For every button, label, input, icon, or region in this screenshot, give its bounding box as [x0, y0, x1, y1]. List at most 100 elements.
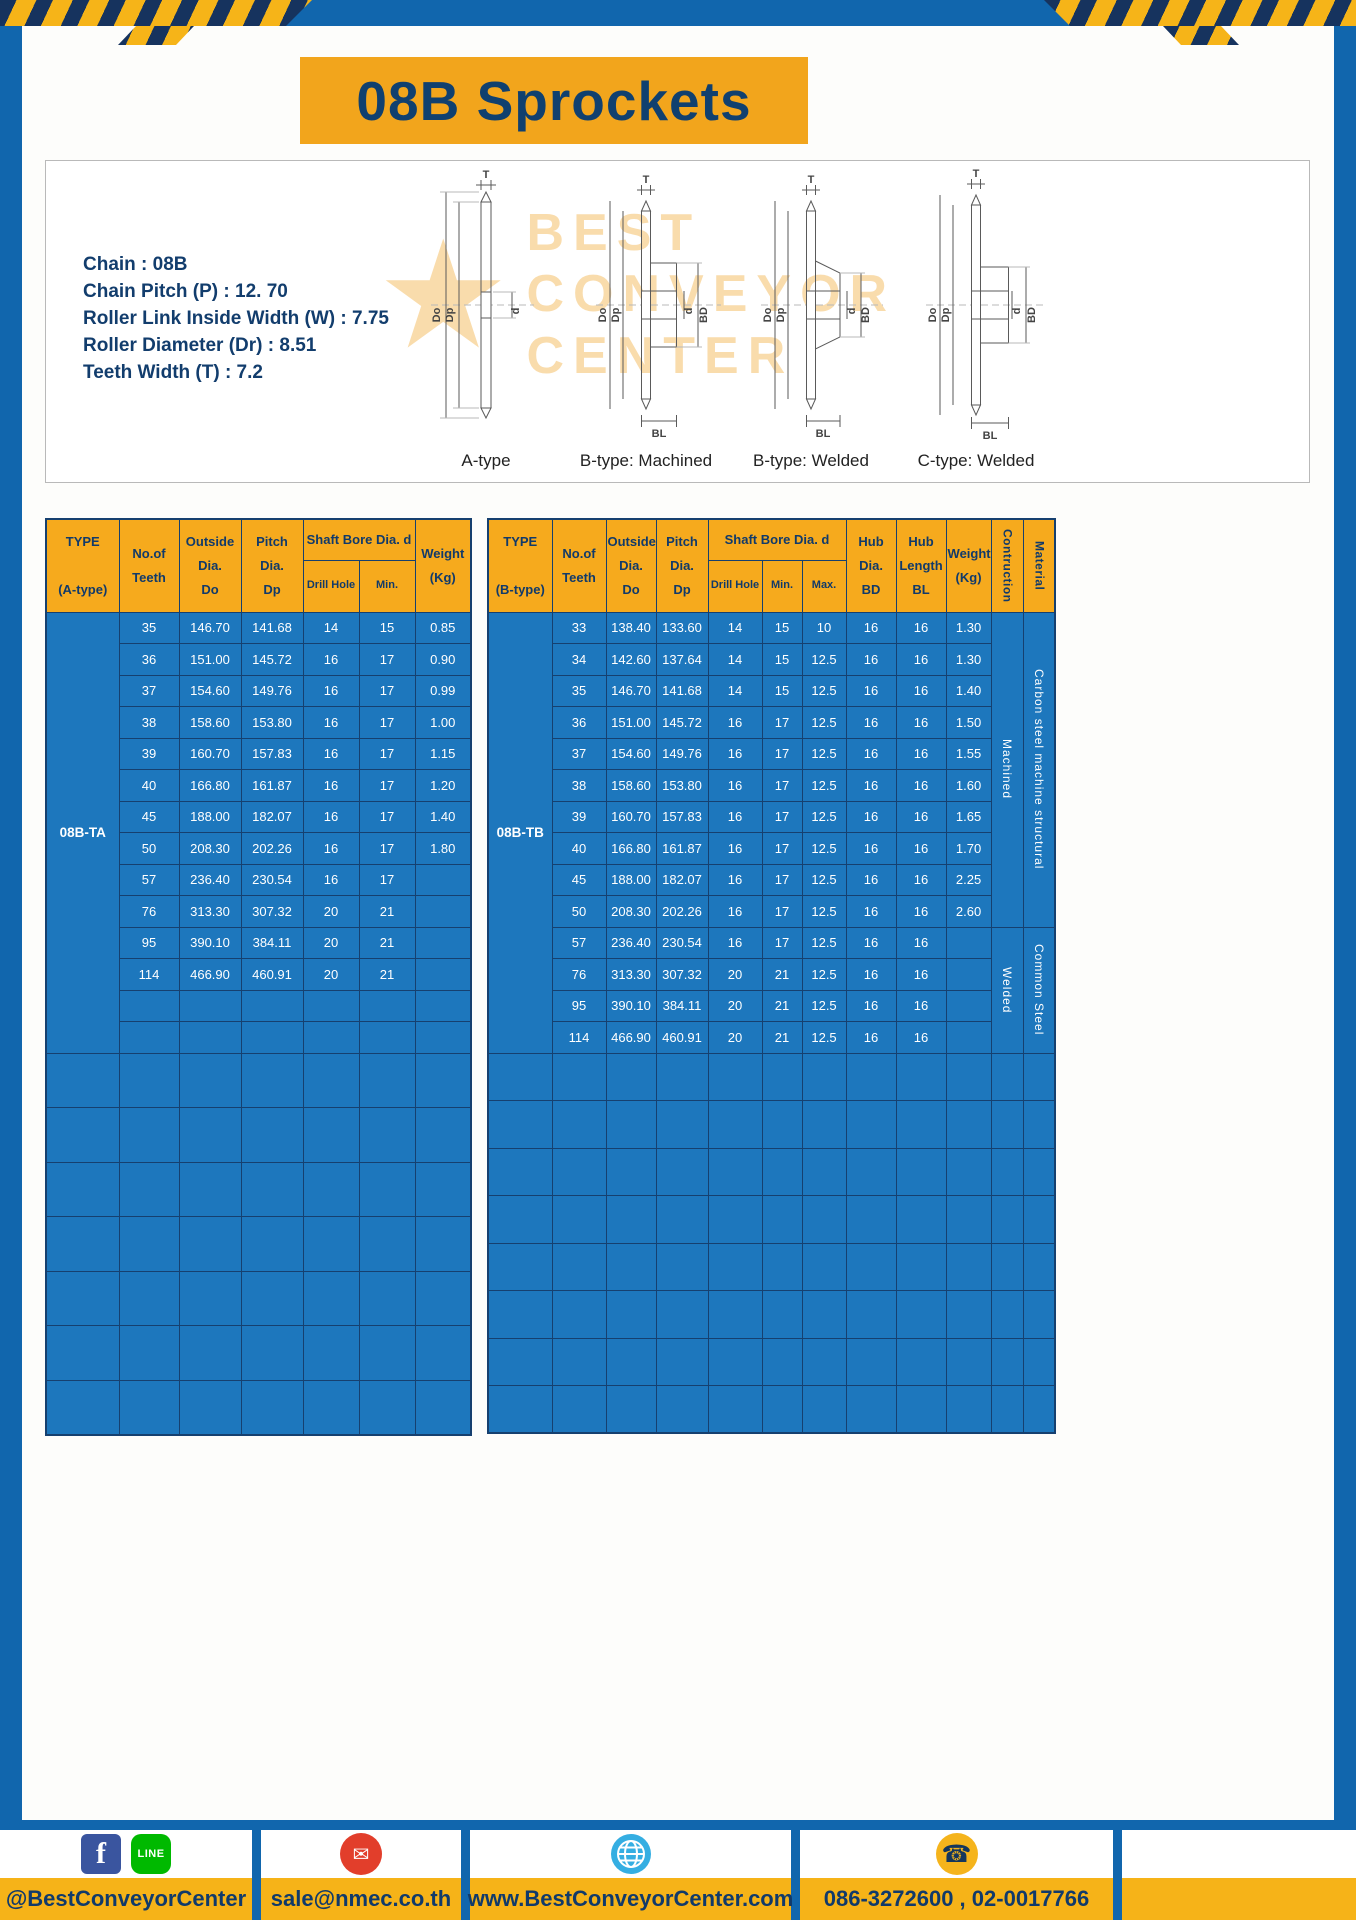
- table-cell: 0.85: [414, 611, 472, 644]
- table-cell: [1022, 1242, 1056, 1291]
- table-cell: 114: [551, 1021, 607, 1054]
- table-cell: 16: [845, 706, 897, 739]
- a-col-pitch-dia: Pitch Dia. Dp: [240, 518, 304, 613]
- diagram-label-c-welded: C-type: Welded: [917, 451, 1035, 470]
- table-cell: 45: [551, 863, 607, 896]
- table-cell: 16: [302, 832, 360, 865]
- footer-section-social: f LINE @BestConveyorCenter: [0, 1830, 252, 1920]
- table-cell: [178, 1161, 242, 1217]
- table-row: 45 188.00 182.07 16 17 12.5 16 16 2.25: [488, 863, 1055, 896]
- table-cell: 1.15: [414, 737, 472, 770]
- table-cell: [358, 1216, 416, 1272]
- table-cell: [990, 1052, 1024, 1101]
- table-cell: 20: [707, 958, 763, 991]
- table-row: 76 313.30 307.32 20 21: [46, 895, 472, 928]
- table-cell: 1.40: [945, 674, 992, 707]
- table-cell: [358, 1379, 416, 1435]
- table-cell: [895, 1242, 947, 1291]
- table-cell: 2.25: [945, 863, 992, 896]
- spec-line: Roller Diameter (Dr) : 8.51: [83, 335, 317, 356]
- table-cell: [945, 926, 992, 959]
- table-cell: 12.5: [801, 737, 847, 770]
- hazard-stripe-right-fold: [1163, 26, 1239, 45]
- table-cell: 0.99: [414, 674, 472, 707]
- table-row: [46, 1021, 472, 1054]
- table-cell: 16: [895, 958, 947, 991]
- table-cell: [945, 1021, 992, 1054]
- table-cell: [990, 1242, 1024, 1291]
- table-cell: [358, 1021, 416, 1054]
- table-cell: [707, 1337, 763, 1386]
- table-cell: [240, 1379, 304, 1435]
- table-cell: [655, 1385, 709, 1434]
- table-cell: [551, 1290, 607, 1339]
- table-cell: 17: [358, 643, 416, 676]
- table-cell: 236.40: [178, 863, 242, 896]
- table-cell: [551, 1147, 607, 1196]
- table-cell: 16: [302, 643, 360, 676]
- table-cell: [945, 1052, 992, 1101]
- table-cell: 17: [358, 737, 416, 770]
- table-cell: 21: [358, 958, 416, 991]
- dim-label: Do: [762, 307, 774, 322]
- table-cell: [118, 1216, 180, 1272]
- table-cell: [845, 1242, 897, 1291]
- table-cell: 390.10: [178, 926, 242, 959]
- table-cell: 20: [707, 1021, 763, 1054]
- table-cell: [358, 1052, 416, 1108]
- table-cell: 313.30: [605, 958, 657, 991]
- table-cell: 16: [845, 737, 897, 770]
- table-cell: 16: [845, 926, 897, 959]
- table-cell: [655, 1100, 709, 1149]
- table-cell: [801, 1100, 847, 1149]
- table-row: [487, 1242, 1056, 1291]
- table-cell: 17: [358, 832, 416, 865]
- table-cell: [240, 1021, 304, 1054]
- table-cell: 236.40: [605, 926, 657, 959]
- table-cell: 0.90: [414, 643, 472, 676]
- table-cell: [178, 989, 242, 1022]
- table-row: [487, 1195, 1056, 1244]
- b-col-construction: Contruction: [990, 518, 1024, 613]
- table-cell: [414, 895, 472, 928]
- table-cell: 50: [551, 895, 607, 928]
- table-cell: 230.54: [655, 926, 709, 959]
- table-cell: 95: [551, 989, 607, 1022]
- table-cell: 16: [302, 674, 360, 707]
- hazard-stripe-left: [0, 0, 312, 26]
- diagram-label-a-type: A-type: [461, 451, 511, 470]
- table-cell: 154.60: [605, 737, 657, 770]
- table-cell: 35: [118, 611, 180, 644]
- table-cell: [414, 958, 472, 991]
- table-cell: [45, 1270, 120, 1326]
- table-cell: 1.40: [414, 800, 472, 833]
- table-cell: [895, 1337, 947, 1386]
- table-row: [487, 1385, 1056, 1434]
- table-row: 95 390.10 384.11 20 21 12.5 16 16: [488, 989, 1055, 1022]
- table-cell: [302, 1021, 360, 1054]
- table-cell: [178, 1270, 242, 1326]
- b-col-max: Max.: [801, 559, 847, 613]
- table-cell: [845, 1195, 897, 1244]
- table-cell: [178, 1052, 242, 1108]
- dim-label: BD: [1026, 307, 1038, 323]
- dim-label: Do: [431, 307, 443, 322]
- table-cell: 40: [118, 769, 180, 802]
- table-cell: 35: [551, 674, 607, 707]
- table-row: 38 158.60 153.80 16 17 1.00: [46, 706, 472, 739]
- table-cell: 202.26: [240, 832, 304, 865]
- table-cell: 17: [761, 737, 803, 770]
- table-cell: [945, 1290, 992, 1339]
- footer-blank: [1122, 1878, 1356, 1920]
- table-cell: [801, 1052, 847, 1101]
- table-cell: [302, 1052, 360, 1108]
- line-icon: LINE: [131, 1834, 171, 1874]
- table-cell: 188.00: [605, 863, 657, 896]
- table-cell: [487, 1242, 553, 1291]
- table-cell: 33: [551, 611, 607, 644]
- spec-line: Teeth Width (T) : 7.2: [83, 362, 263, 383]
- spec-line: Chain : 08B: [83, 254, 188, 275]
- a-col-min: Min.: [358, 559, 416, 613]
- table-cell: [302, 1216, 360, 1272]
- diagram-label-b-welded: B-type: Welded: [753, 451, 869, 470]
